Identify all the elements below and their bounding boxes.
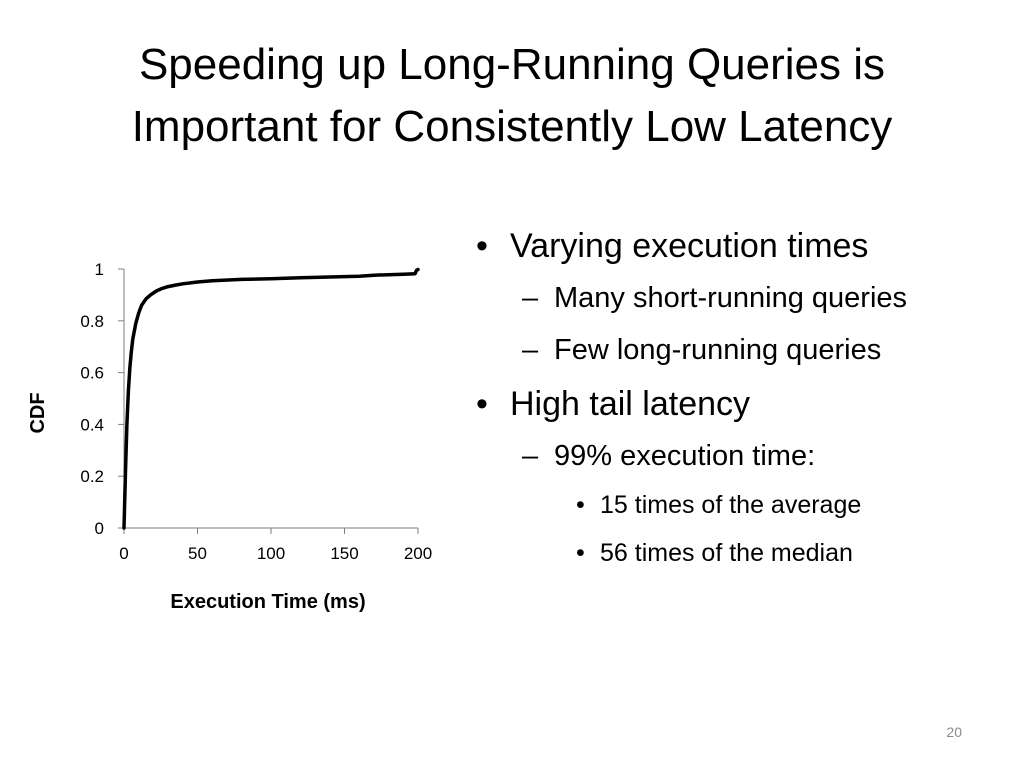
slide-title: Speeding up Long-Running Queries is Impo… <box>40 34 984 158</box>
x-tick-label: 200 <box>404 544 432 563</box>
chart-ticks: 0 0.2 0.4 0.6 0.8 1 0 50 100 150 200 <box>80 260 432 563</box>
bullet-list: Varying execution times – Many short-run… <box>468 222 1008 582</box>
page-number: 20 <box>946 724 962 740</box>
dash-marker: – <box>522 440 539 472</box>
sub-sub-bullet-item: 15 times of the average <box>468 486 1008 524</box>
sub-bullet-text: 99% execution time: <box>554 440 816 472</box>
sub-bullet-text: Few long-running queries <box>554 334 882 366</box>
sub-bullet-item: – Few long-running queries <box>468 328 1008 372</box>
sub-sub-bullet-item: 56 times of the median <box>468 534 1008 572</box>
sub-bullet-text: Many short-running queries <box>554 282 908 314</box>
title-line-1: Speeding up Long-Running Queries is <box>138 40 886 89</box>
bullet-text: High tail latency <box>510 385 751 423</box>
y-tick-label: 0.6 <box>80 364 104 383</box>
bullet-text: Varying execution times <box>510 227 869 265</box>
bullet-item: High tail latency <box>468 380 1008 428</box>
x-tick-label: 50 <box>188 544 207 563</box>
y-tick-label: 1 <box>95 260 104 279</box>
cdf-series-line <box>122 267 420 530</box>
chart-series <box>122 267 420 530</box>
sub-bullet-item: – 99% execution time: <box>468 434 1008 478</box>
bullet-item: Varying execution times <box>468 222 1008 270</box>
dash-marker: – <box>522 334 539 366</box>
y-tick-label: 0.4 <box>80 415 104 434</box>
y-tick-label: 0.8 <box>80 312 104 331</box>
x-axis-label: Execution Time (ms) <box>170 591 365 613</box>
x-tick-label: 0 <box>119 544 128 563</box>
x-tick-label: 100 <box>257 544 285 563</box>
cdf-chart: 0 0.2 0.4 0.6 0.8 1 0 50 100 150 200 Execution Tim… <box>27 260 432 613</box>
y-axis-label: CDF <box>27 392 49 433</box>
y-tick-label: 0.2 <box>80 467 104 486</box>
sub-sub-bullet-text: 56 times of the median <box>600 539 853 567</box>
title-line-2: Important for Consistently Low Latency <box>131 102 893 151</box>
sub-sub-bullet-text: 15 times of the average <box>600 491 862 519</box>
sub-bullet-item: – Many short-running queries <box>468 276 1008 320</box>
dash-marker: – <box>522 282 539 314</box>
y-tick-label: 0 <box>95 519 104 538</box>
chart-axes <box>123 269 418 529</box>
x-tick-label: 150 <box>330 544 358 563</box>
